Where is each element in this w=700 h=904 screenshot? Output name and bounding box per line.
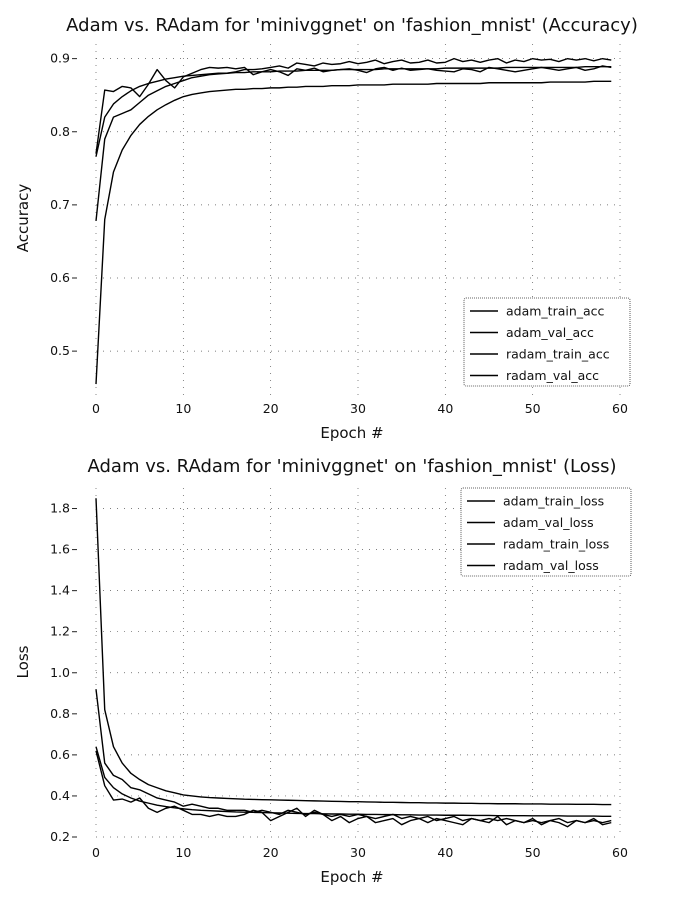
legend-label-adam_val_loss: adam_val_loss xyxy=(503,515,594,530)
y-tick-label: 0.5 xyxy=(50,343,70,358)
x-tick-label: 50 xyxy=(525,401,541,416)
accuracy-y-axis-label: Accuracy xyxy=(14,184,32,253)
loss-x-axis-label: Epoch # xyxy=(320,868,383,886)
x-tick-label: 50 xyxy=(525,845,541,860)
y-tick-label: 1.0 xyxy=(50,665,70,680)
series-line-radam_train_loss xyxy=(95,498,612,806)
loss-series-lines xyxy=(95,498,612,828)
legend-label-adam_val_acc: adam_val_acc xyxy=(506,325,594,340)
y-tick-label: 0.7 xyxy=(50,197,70,212)
accuracy-chart: Adam vs. RAdam for 'minivggnet' on 'fash… xyxy=(14,15,638,442)
loss-chart-title: Adam vs. RAdam for 'minivggnet' on 'fash… xyxy=(88,456,617,477)
series-line-adam_train_loss xyxy=(95,746,612,817)
accuracy-y-ticks: 0.5 0.6 0.7 0.8 0.9 xyxy=(50,51,77,358)
legend-label-adam_train_loss: adam_train_loss xyxy=(503,494,604,509)
legend-label-radam_train_loss: radam_train_loss xyxy=(503,537,609,552)
y-tick-label: 1.6 xyxy=(50,542,70,557)
x-tick-label: 20 xyxy=(263,845,279,860)
x-tick-label: 10 xyxy=(175,401,191,416)
x-tick-label: 0 xyxy=(92,845,100,860)
legend-label-radam_train_acc: radam_train_acc xyxy=(506,347,610,362)
y-tick-label: 1.4 xyxy=(50,583,70,598)
accuracy-chart-title: Adam vs. RAdam for 'minivggnet' on 'fash… xyxy=(66,15,638,36)
x-tick-label: 30 xyxy=(350,401,366,416)
y-tick-label: 0.6 xyxy=(50,747,70,762)
loss-x-ticks: 0 10 20 30 40 50 60 xyxy=(92,845,628,860)
accuracy-x-ticks: 0 10 20 30 40 50 60 xyxy=(92,401,628,416)
legend-label-radam_val_loss: radam_val_loss xyxy=(503,558,599,573)
x-tick-label: 10 xyxy=(175,845,191,860)
x-tick-label: 40 xyxy=(437,845,453,860)
x-tick-label: 40 xyxy=(437,401,453,416)
y-tick-label: 1.8 xyxy=(50,501,70,516)
series-line-radam_val_loss xyxy=(95,689,612,824)
y-tick-label: 1.2 xyxy=(50,624,70,639)
x-tick-label: 60 xyxy=(612,845,628,860)
series-line-radam_val_acc xyxy=(95,57,612,222)
legend-box xyxy=(463,297,631,387)
series-line-adam_val_acc xyxy=(95,65,612,154)
legend-label-radam_val_acc: radam_val_acc xyxy=(506,368,599,383)
accuracy-legend: adam_train_acc adam_val_acc radam_train_ac… xyxy=(463,297,631,387)
loss-y-axis-label: Loss xyxy=(14,645,32,678)
loss-legend: adam_train_loss adam_val_loss radam_train_… xyxy=(460,487,632,577)
y-tick-label: 0.8 xyxy=(50,124,70,139)
loss-y-ticks: 0.2 0.4 0.6 0.8 1.0 1.2 1.4 1.6 1.8 xyxy=(50,501,77,844)
x-tick-label: 30 xyxy=(350,845,366,860)
x-tick-label: 0 xyxy=(92,401,100,416)
y-tick-label: 0.9 xyxy=(50,51,70,66)
y-tick-label: 0.6 xyxy=(50,270,70,285)
x-tick-label: 60 xyxy=(612,401,628,416)
x-tick-label: 20 xyxy=(263,401,279,416)
accuracy-x-axis-label: Epoch # xyxy=(320,424,383,442)
loss-chart: Adam vs. RAdam for 'minivggnet' on 'fash… xyxy=(14,456,632,886)
legend-box xyxy=(460,487,632,577)
accuracy-series-lines xyxy=(95,57,612,385)
y-tick-label: 0.8 xyxy=(50,706,70,721)
y-tick-label: 0.4 xyxy=(50,788,70,803)
y-tick-label: 0.2 xyxy=(50,829,70,844)
legend-label-adam_train_acc: adam_train_acc xyxy=(506,304,605,319)
series-line-radam_train_acc xyxy=(95,80,612,385)
